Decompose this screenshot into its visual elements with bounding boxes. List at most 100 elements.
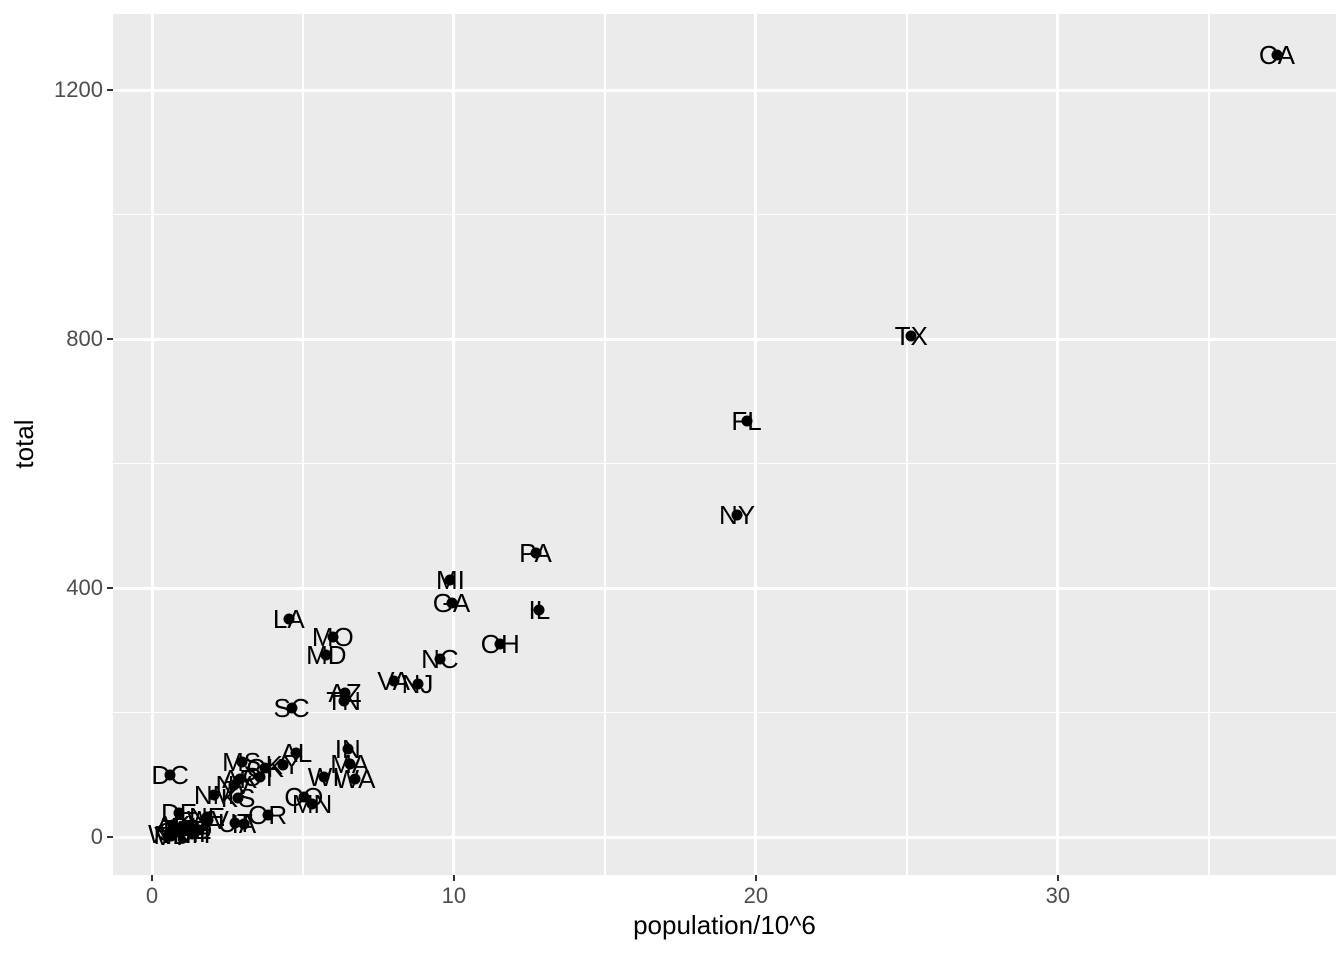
state-label-IA: IA <box>231 809 257 839</box>
state-label-OK: OK <box>246 752 284 783</box>
state-label-CT: CT <box>242 761 278 792</box>
gridline-minor-horizontal <box>113 462 1336 465</box>
state-label-GA: GA <box>432 587 471 618</box>
data-point-NM <box>208 789 220 801</box>
data-point-MN <box>306 798 318 810</box>
state-label-DE: DE <box>161 798 198 829</box>
gridline-major-vertical <box>1056 14 1060 875</box>
gridline-major-horizontal <box>113 337 1336 341</box>
data-point-VA <box>388 675 400 687</box>
data-point-MO <box>327 631 339 643</box>
gridline-major-horizontal <box>113 88 1336 92</box>
data-point-FL <box>741 415 752 426</box>
gridline-minor-vertical <box>1208 14 1210 875</box>
data-point-IN <box>342 743 354 755</box>
x-axis-tick-mark <box>452 875 455 881</box>
state-label-NJ: NJ <box>401 668 434 699</box>
data-point-IA <box>238 818 250 830</box>
data-point-MS <box>236 756 248 768</box>
state-label-NE: NE <box>189 802 226 833</box>
data-point-NC <box>434 653 446 665</box>
gridline-major-vertical <box>452 14 456 875</box>
x-axis-tick-mark <box>151 875 153 881</box>
y-axis-title: total <box>9 419 39 469</box>
plot-panel: AL AK AZ AR CA CO CT DE DC FL GA HI ID IL IN IA KS KY LA ME… <box>113 14 1336 875</box>
data-point-AZ <box>339 687 351 699</box>
data-point-NY <box>731 509 743 521</box>
state-label-AL: AL <box>280 738 313 768</box>
data-point-WI <box>318 771 330 783</box>
state-label-PA: PA <box>519 537 552 568</box>
data-point-DC <box>164 769 176 781</box>
state-label-OR: OR <box>248 799 288 830</box>
data-point-UT <box>229 817 241 829</box>
data-point-OH <box>494 638 506 650</box>
x-axis-title: population/10^6 <box>633 910 816 940</box>
data-point-DE <box>173 807 185 819</box>
data-point-NH <box>186 828 198 840</box>
data-point-SD <box>171 826 182 838</box>
state-label-MT: MT <box>163 814 201 845</box>
state-label-UT: UT <box>218 808 253 839</box>
gridline-minor-vertical <box>604 14 606 875</box>
state-label-KS: KS <box>220 782 256 813</box>
state-label-MD: MD <box>306 639 347 670</box>
gridline-major-vertical <box>150 14 154 875</box>
data-point-LA <box>283 613 295 624</box>
state-label-DC: DC <box>151 760 189 791</box>
data-point-MI <box>444 574 456 586</box>
state-label-KY: KY <box>265 749 301 780</box>
x-axis-tick-mark <box>1056 875 1059 881</box>
x-axis-tick-mark <box>754 875 757 881</box>
state-label-VT: VT <box>154 820 188 851</box>
data-point-WV <box>202 814 214 826</box>
data-point-NV <box>228 779 239 791</box>
state-label-NC: NC <box>421 644 459 674</box>
state-label-HI: HI <box>180 817 206 848</box>
state-label-WY: WY <box>148 818 190 849</box>
gridline-minor-vertical <box>302 14 304 875</box>
y-axis-tick-mark <box>107 338 113 340</box>
state-label-OH: OH <box>480 629 520 659</box>
y-axis-tick-label: 0 <box>90 824 103 849</box>
state-label-MS: MS <box>222 747 262 778</box>
gridline-major-vertical <box>754 14 758 875</box>
y-axis-tick-label: 800 <box>66 326 103 351</box>
state-label-TX: TX <box>894 320 928 351</box>
state-label-WV: WV <box>186 805 229 836</box>
x-axis-tick-label: 0 <box>145 883 159 908</box>
gridline-minor-horizontal <box>113 711 1336 714</box>
data-point-CA <box>1271 49 1283 60</box>
data-point-PA <box>530 547 541 558</box>
state-label-CO: CO <box>284 781 324 812</box>
state-label-AR: AR <box>221 764 259 795</box>
data-point-TX <box>905 330 917 342</box>
data-point-AK <box>167 819 179 831</box>
data-point-MD <box>320 649 332 661</box>
state-label-NY: NY <box>719 500 756 531</box>
data-point-WA <box>349 773 361 785</box>
state-label-VA: VA <box>377 666 410 697</box>
data-point-AR <box>234 773 246 785</box>
state-label-SC: SC <box>273 693 310 724</box>
data-point-OR <box>262 809 274 821</box>
state-label-TN: TN <box>326 685 361 716</box>
data-point-KS <box>232 792 244 804</box>
data-point-WY <box>163 828 175 840</box>
state-label-LA: LA <box>272 603 305 634</box>
data-point-TN <box>338 695 350 707</box>
y-axis-tick-mark <box>107 587 113 589</box>
data-point-CO <box>298 791 310 803</box>
data-point-MA <box>344 758 356 770</box>
data-point-AL <box>290 747 302 759</box>
y-axis-tick-label: 400 <box>66 575 103 600</box>
x-axis-tick-label: 10 <box>441 883 467 908</box>
data-point-IL <box>533 604 545 616</box>
state-label-WI: WI <box>307 761 340 792</box>
state-label-NV: NV <box>215 769 252 800</box>
data-point-SC <box>286 702 298 714</box>
state-label-ME: ME <box>172 815 212 846</box>
state-label-NM: NM <box>193 780 235 811</box>
y-axis-tick-mark <box>107 89 113 91</box>
